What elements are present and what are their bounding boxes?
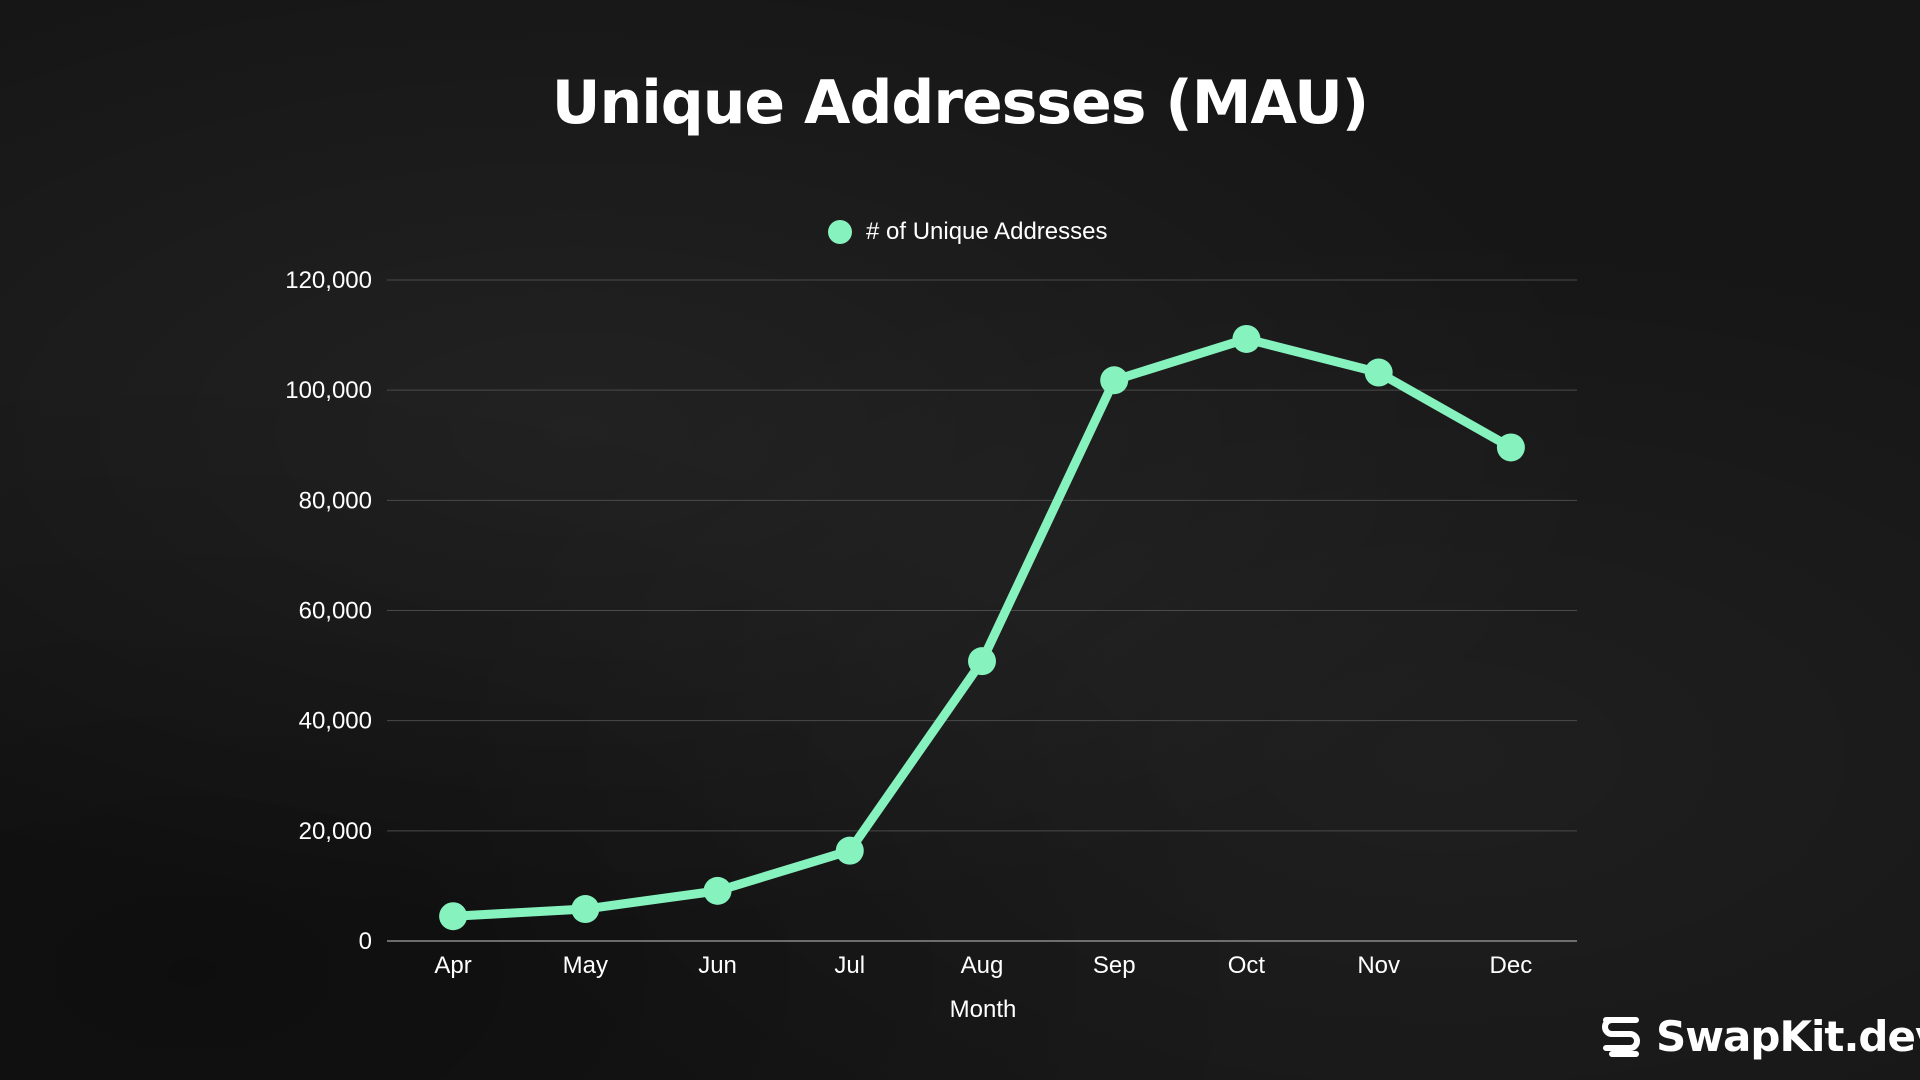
y-tick-label: 120,000 [285, 267, 372, 294]
y-tick-label: 20,000 [299, 818, 372, 845]
data-points [439, 324, 1525, 931]
data-point-may [571, 895, 600, 924]
brand-name: SwapKit.dev [1656, 1011, 1920, 1061]
legend-label: # of Unique Addresses [866, 218, 1108, 245]
x-tick-label: Oct [1228, 952, 1266, 979]
x-axis-ticks: Apr May Jun Jul Aug Sep Oct Nov Dec [434, 952, 1532, 979]
data-point-sep [1100, 366, 1129, 395]
chart-title: Unique Addresses (MAU) [551, 68, 1369, 138]
data-point-apr [439, 902, 468, 931]
y-tick-label: 80,000 [299, 487, 372, 514]
legend-marker [828, 220, 852, 244]
x-tick-label: Jun [698, 952, 737, 979]
y-tick-label: 100,000 [285, 377, 372, 404]
data-point-jul [835, 836, 864, 865]
x-tick-label: Apr [434, 952, 471, 979]
grid-lines [387, 279, 1577, 942]
x-tick-label: Aug [961, 952, 1004, 979]
y-tick-label: 0 [359, 928, 372, 955]
legend: # of Unique Addresses [828, 218, 1108, 245]
data-point-dec [1496, 433, 1525, 462]
x-tick-label: Sep [1093, 952, 1136, 979]
x-tick-label: Dec [1490, 952, 1533, 979]
series-line-layer [448, 334, 1516, 921]
data-point-jun [703, 876, 732, 905]
brand: SwapKit.dev [1600, 1008, 1920, 1064]
x-tick-label: Jul [834, 952, 865, 979]
y-tick-label: 60,000 [299, 598, 372, 625]
data-point-aug [968, 647, 996, 676]
y-tick-label: 40,000 [299, 708, 372, 735]
data-point-oct [1232, 324, 1261, 353]
x-tick-label: Nov [1357, 952, 1400, 979]
data-point-nov [1364, 358, 1393, 387]
swapkit-logo-icon [1602, 1017, 1640, 1057]
x-axis-label: Month [950, 996, 1017, 1023]
series-line [448, 334, 1516, 921]
x-tick-label: May [563, 952, 608, 979]
y-axis-ticks: 0 20,000 40,000 60,000 80,000 100,000 120,000 [285, 267, 372, 955]
